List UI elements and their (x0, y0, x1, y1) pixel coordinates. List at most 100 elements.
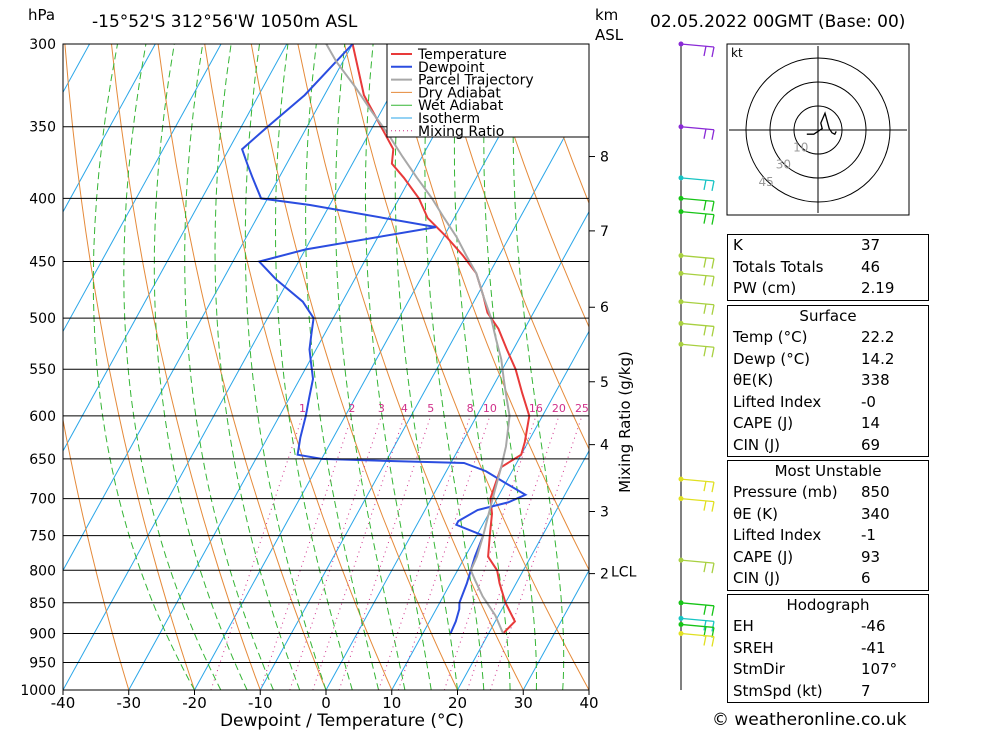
wind-barb-shaft (680, 301, 715, 306)
pressure-tick-label: 800 (29, 563, 56, 579)
pressure-tick-label: 700 (29, 492, 56, 508)
x-tick-label: 40 (579, 694, 598, 712)
isotherm-line (63, 44, 353, 572)
mixing-ratio-line (312, 415, 405, 690)
wind-barb-shaft (680, 632, 715, 638)
km-tick-label: 7 (600, 224, 609, 240)
wind-barb-dot (678, 253, 684, 259)
x-tick-label: 30 (514, 694, 533, 712)
index-row: Totals Totals 46 (733, 257, 881, 276)
axes: 1 2 3 4 5 8 10 16 20 2530035040045050055060065070… (20, 37, 636, 712)
hodograph-ring-label: 45 (759, 175, 774, 189)
most-unstable-title: Most Unstable (774, 462, 882, 480)
wind-barb-shaft (680, 478, 715, 483)
surface-row: θE(K) 338 (733, 371, 890, 389)
wind-barb-flag (711, 276, 715, 287)
mu-row: CIN (J) 6 (733, 569, 871, 587)
wind-barb-flag (703, 200, 707, 211)
pressure-tick-label: 850 (29, 596, 56, 612)
km-tick-label: 2 (600, 567, 609, 583)
surface-title: Surface (799, 307, 857, 325)
wind-barb-shaft (680, 617, 715, 623)
isotherm-line (63, 44, 222, 333)
x-tick-label: -20 (182, 694, 207, 712)
wind-barb-flag (703, 303, 707, 314)
wet-adiabat-line (244, 44, 327, 690)
legend-label: Isotherm (418, 111, 480, 127)
location-title: -15°52'S 312°56'W 1050m ASL (92, 12, 358, 32)
mixing-ratio-line (289, 415, 382, 690)
wind-barb-shaft (680, 254, 715, 260)
isotherm-line (457, 449, 589, 690)
mixing-ratio-label: 10 (483, 402, 497, 415)
wind-barb-shaft (680, 559, 715, 564)
km-unit-label: km (595, 6, 618, 24)
mu-row: CAPE (J) 93 (733, 547, 881, 566)
pressure-tick-label: 500 (29, 311, 56, 327)
pressure-unit-label: hPa (28, 6, 55, 24)
index-row: K 37 (733, 236, 881, 254)
mixing-ratio-label: 4 (401, 402, 408, 415)
wind-barb-flag (711, 258, 715, 269)
background-lines (63, 44, 589, 690)
wind-barb-flag (711, 304, 715, 315)
mixing-ratio-label: 3 (378, 402, 385, 415)
wet-adiabat-line (394, 44, 458, 690)
hodograph-trace (806, 111, 837, 136)
wind-barb-flag (703, 604, 707, 615)
temperature-curve (351, 44, 531, 635)
surface-row: Temp (°C) 22.2 (733, 328, 895, 346)
mixing-ratio-line (489, 415, 583, 690)
wind-barb-shaft (680, 602, 715, 607)
wet-adiabat-line (274, 44, 353, 690)
wet-adiabat-line (335, 44, 406, 690)
isotherm-line (259, 91, 589, 690)
wind-barb-flag (703, 561, 707, 573)
legend-label: Wet Adiabat (418, 98, 504, 114)
wind-barb-flag (711, 347, 715, 358)
x-tick-label: -30 (117, 694, 142, 712)
mixing-ratio-label: 1 (299, 402, 306, 415)
hodograph-table-title: Hodograph (786, 596, 870, 614)
wind-barb-shaft (680, 177, 715, 182)
wind-barb-shaft (680, 272, 715, 277)
mixing-ratio-line (338, 415, 432, 690)
mu-row: Pressure (mb) 850 (733, 483, 890, 501)
pressure-tick-label: 750 (29, 529, 56, 545)
mixing-ratio-label: 8 (467, 402, 474, 415)
wind-barb-flag (711, 621, 715, 632)
pressure-tick-label: 600 (29, 409, 56, 425)
mixing-ratio-line (378, 415, 471, 690)
surface-table: Surface Temp (°C) 22.2 Dewp (°C) 14.2 θE(K… (727, 305, 929, 457)
mixing-ratio-label: 16 (529, 402, 543, 415)
wind-barb-shaft (680, 497, 715, 503)
pressure-tick-label: 450 (29, 255, 56, 271)
x-tick-label: 20 (448, 694, 467, 712)
wind-barb-flag (703, 620, 707, 631)
km-tick-label: 8 (600, 150, 609, 166)
mixing-ratio-label: 5 (427, 402, 434, 415)
wind-barb-shaft (680, 210, 715, 216)
mixing-ratio-line (397, 415, 491, 690)
hodo-row: StmDir 107° (733, 660, 898, 678)
mu-row: θE (K) 340 (733, 504, 890, 523)
wind-barb-shaft (680, 43, 715, 48)
mixing-ratio-line (259, 415, 353, 690)
wind-barb-flag (703, 275, 707, 286)
indices-table: K 37 Totals Totals 46 PW (cm) 2.19 (727, 234, 929, 301)
surface-row: Dewp (°C) 14.2 (733, 349, 895, 368)
mixing-ratio-line (443, 415, 537, 690)
wind-barb-flag (711, 46, 715, 58)
wind-barb-flag (711, 214, 715, 225)
km-tick-label: 5 (600, 375, 609, 391)
pressure-tick-label: 900 (29, 626, 56, 642)
pressure-tick-label: 950 (29, 655, 56, 671)
isotherm-line (63, 44, 419, 690)
legend-label: Temperature (417, 47, 507, 63)
pressure-tick-label: 1000 (20, 683, 56, 699)
isotherm-line (194, 44, 551, 690)
hodo-row: EH -46 (733, 617, 886, 635)
wind-barb-flag (711, 501, 715, 512)
